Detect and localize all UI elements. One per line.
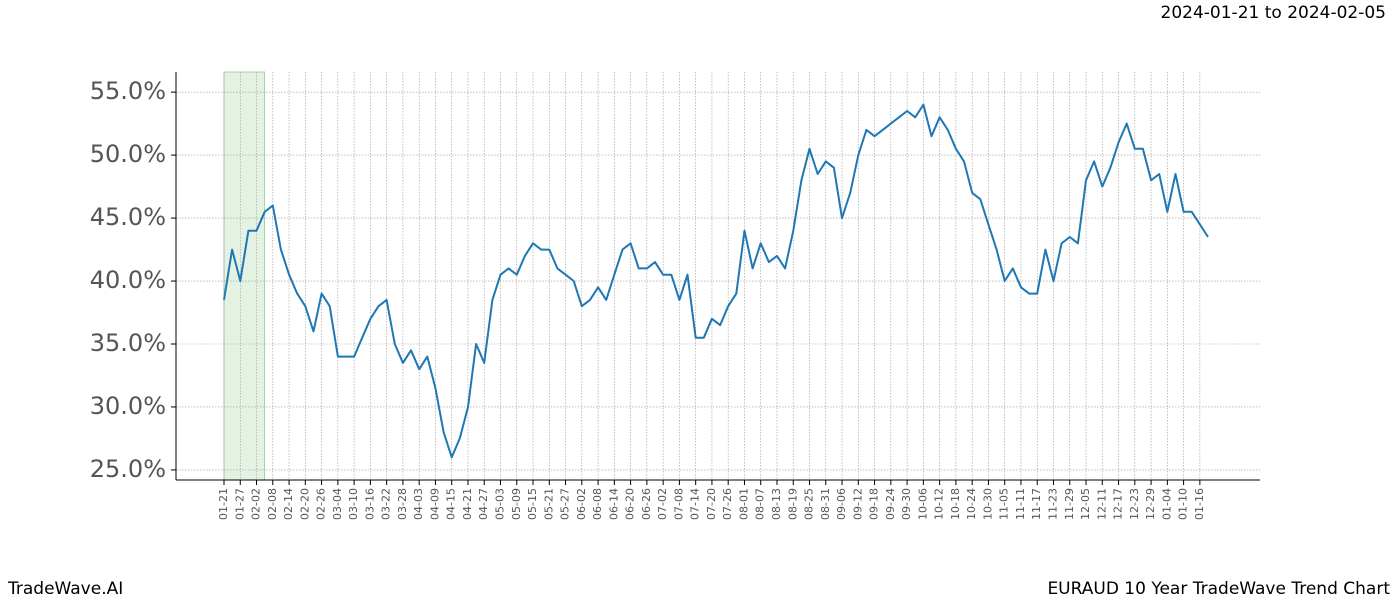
x-tick-label: 04-09 [428, 488, 441, 520]
x-tick-label: 01-10 [1177, 488, 1190, 520]
x-tick-label: 02-20 [298, 488, 311, 520]
x-tick-label: 06-20 [624, 488, 637, 520]
x-tick-label: 08-31 [819, 488, 832, 520]
x-tick-label: 11-17 [1030, 488, 1043, 520]
x-tick-label: 10-06 [916, 488, 929, 520]
x-tick-label: 06-08 [591, 488, 604, 520]
x-tick-label: 04-21 [461, 488, 474, 520]
x-tick-label: 06-02 [575, 488, 588, 520]
x-tick-label: 08-07 [754, 488, 767, 520]
x-tick-label: 10-24 [965, 488, 978, 520]
x-tick-label: 02-02 [250, 488, 263, 520]
x-tick-label: 09-24 [884, 488, 897, 520]
footer-right: EURAUD 10 Year TradeWave Trend Chart [1047, 579, 1390, 599]
x-tick-label: 11-23 [1046, 488, 1059, 520]
x-tick-label: 11-05 [998, 488, 1011, 520]
x-tick-label: 05-15 [526, 488, 539, 520]
x-tick-label: 01-16 [1193, 488, 1206, 520]
y-tick-label: 45.0% [90, 203, 166, 231]
x-tick-label: 04-03 [412, 488, 425, 520]
x-tick-label: 07-08 [672, 488, 685, 520]
x-tick-label: 05-27 [559, 488, 572, 520]
x-tick-label: 02-08 [266, 488, 279, 520]
y-tick-label: 25.0% [90, 455, 166, 483]
x-tick-label: 08-25 [803, 488, 816, 520]
x-tick-label: 10-18 [949, 488, 962, 520]
x-tick-label: 11-29 [1063, 488, 1076, 520]
x-tick-label: 12-17 [1112, 488, 1125, 520]
y-tick-label: 40.0% [90, 266, 166, 294]
x-tick-label: 09-30 [900, 488, 913, 520]
x-tick-label: 05-03 [493, 488, 506, 520]
x-tick-label: 03-10 [347, 488, 360, 520]
x-tick-label: 07-14 [689, 488, 702, 520]
x-tick-label: 01-27 [233, 488, 246, 520]
x-tick-label: 08-13 [770, 488, 783, 520]
x-tick-label: 11-11 [1014, 488, 1027, 520]
y-tick-label: 55.0% [90, 77, 166, 105]
x-tick-label: 10-12 [933, 488, 946, 520]
x-tick-label: 12-23 [1128, 488, 1141, 520]
x-tick-label: 06-14 [607, 488, 620, 520]
x-tick-label: 04-15 [445, 488, 458, 520]
x-tick-label: 07-02 [656, 488, 669, 520]
x-tick-label: 04-27 [477, 488, 490, 520]
x-tick-label: 03-28 [396, 488, 409, 520]
x-tick-label: 02-26 [315, 488, 328, 520]
x-tick-label: 03-16 [363, 488, 376, 520]
chart-title: 2024-01-21 to 2024-02-05 [1161, 3, 1386, 23]
y-tick-label: 35.0% [90, 329, 166, 357]
y-tick-label: 30.0% [90, 392, 166, 420]
y-tick-label: 50.0% [90, 140, 166, 168]
x-tick-label: 12-11 [1095, 488, 1108, 520]
x-tick-label: 12-05 [1079, 488, 1092, 520]
x-tick-label: 01-21 [217, 488, 230, 520]
x-tick-label: 03-04 [331, 488, 344, 520]
x-tick-label: 09-06 [835, 488, 848, 520]
x-tick-label: 10-30 [981, 488, 994, 520]
x-tick-label: 09-18 [868, 488, 881, 520]
x-tick-label: 07-20 [705, 488, 718, 520]
x-tick-label: 12-29 [1144, 488, 1157, 520]
x-tick-label: 03-22 [380, 488, 393, 520]
x-tick-label: 07-26 [721, 488, 734, 520]
line-series [223, 103, 1209, 459]
x-tick-label: 08-01 [737, 488, 750, 520]
footer-left: TradeWave.AI [7, 579, 123, 599]
x-tick-label: 01-04 [1160, 488, 1173, 520]
x-tick-label: 02-14 [282, 488, 295, 520]
x-tick-label: 06-26 [640, 488, 653, 520]
x-tick-label: 05-21 [542, 488, 555, 520]
x-tick-label: 05-09 [510, 488, 523, 520]
highlight-range [223, 71, 266, 481]
x-tick-label: 08-19 [786, 488, 799, 520]
x-tick-label: 09-12 [851, 488, 864, 520]
